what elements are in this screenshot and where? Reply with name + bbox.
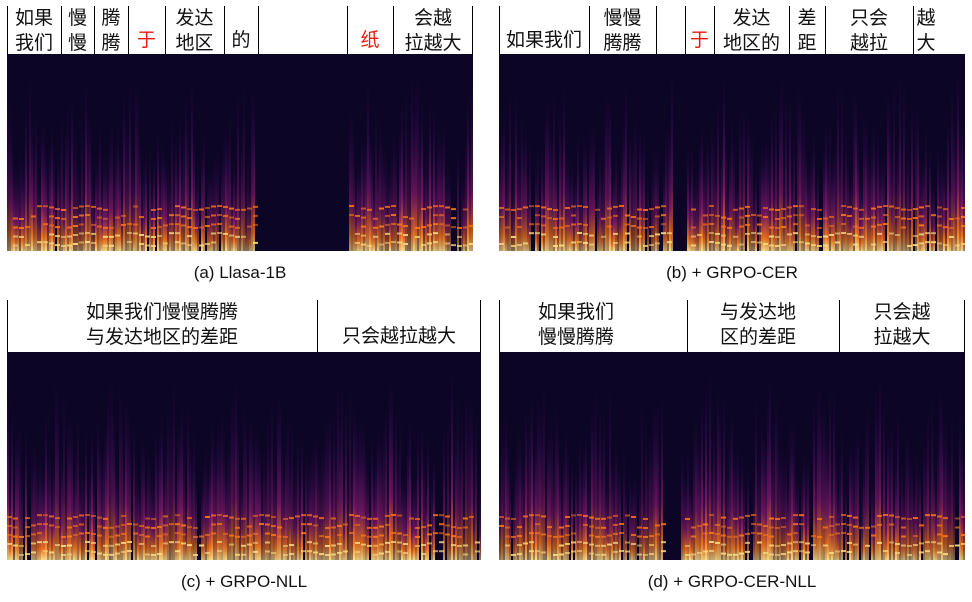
spectrogram-image-a bbox=[7, 54, 473, 251]
spectrogram-d bbox=[499, 352, 965, 560]
segment-boundary bbox=[94, 6, 96, 54]
caption-b: (b) + GRPO-CER bbox=[666, 263, 798, 282]
transcript-segment: 的 bbox=[224, 6, 258, 54]
transcript-segment bbox=[656, 6, 685, 54]
segment-boundary bbox=[61, 6, 63, 54]
segment-text: 与发达地 区的差距 bbox=[719, 301, 796, 348]
segment-text: 发达 地区 bbox=[175, 7, 214, 54]
transcript-segment: 越 大 bbox=[913, 6, 939, 54]
segment-boundary bbox=[471, 6, 473, 54]
segment-text: 只会越拉越大 bbox=[341, 325, 456, 347]
transcript-segment: 于 bbox=[685, 6, 714, 54]
segment-text: 越 大 bbox=[916, 7, 936, 54]
segment-text: 差 距 bbox=[797, 7, 817, 54]
caption-c: (c) + GRPO-NLL bbox=[180, 572, 308, 591]
segment-boundary bbox=[839, 300, 841, 352]
segment-boundary bbox=[393, 6, 395, 54]
transcript-segment: 腾 腾 bbox=[94, 6, 128, 54]
transcript-segment: 发达 地区的 bbox=[714, 6, 789, 54]
transcript-row-a: 如果 我们慢 慢腾 腾于发达 地区的 纸 会越 拉越大 bbox=[7, 6, 473, 54]
segment-boundary bbox=[224, 6, 226, 54]
transcript-row-c: 如果我们慢慢腾腾 与发达地区的差距只会越拉越大 bbox=[7, 300, 481, 352]
segment-boundary bbox=[317, 300, 319, 352]
spectrogram-image-d bbox=[499, 352, 965, 560]
segment-boundary bbox=[685, 6, 687, 54]
segment-boundary bbox=[687, 300, 689, 352]
transcript-segment: 只会 越拉 bbox=[825, 6, 913, 54]
segment-boundary bbox=[589, 6, 591, 54]
spectrogram-image-c bbox=[7, 352, 481, 560]
transcript-segment: 会越 拉越大 bbox=[393, 6, 473, 54]
segment-text: 会越 拉越大 bbox=[404, 7, 462, 54]
segment-text: 如果我们 慢慢腾腾 bbox=[537, 301, 614, 348]
transcript-segment: 于 bbox=[128, 6, 165, 54]
caption-d: (d) + GRPO-CER-NLL bbox=[647, 572, 817, 591]
segment-boundary bbox=[347, 6, 349, 54]
segment-text: 的 bbox=[231, 29, 251, 51]
spectrogram-b bbox=[499, 54, 965, 251]
transcript-segment: 发达 地区 bbox=[165, 6, 224, 54]
segment-text: 如果我们 bbox=[505, 29, 582, 51]
spectrogram-a bbox=[7, 54, 473, 251]
segment-text: 慢 慢 bbox=[67, 7, 87, 54]
segment-boundary bbox=[499, 6, 501, 54]
transcript-segment: 如果我们慢慢腾腾 与发达地区的差距 bbox=[7, 300, 317, 352]
segment-boundary bbox=[7, 6, 9, 54]
transcript-segment: 差 距 bbox=[789, 6, 825, 54]
segment-text: 于 bbox=[689, 29, 709, 51]
transcript-segment: 慢慢 腾腾 bbox=[589, 6, 656, 54]
transcript-segment: 只会越拉越大 bbox=[317, 300, 481, 352]
transcript-segment: 如果 我们 bbox=[7, 6, 61, 54]
segment-text: 纸 bbox=[360, 29, 380, 51]
segment-text: 只会越 拉越大 bbox=[873, 301, 931, 348]
segment-boundary bbox=[656, 6, 658, 54]
transcript-segment: 如果我们 慢慢腾腾 bbox=[499, 300, 653, 352]
segment-boundary bbox=[258, 6, 260, 54]
segment-text: 如果我们慢慢腾腾 与发达地区的差距 bbox=[85, 301, 238, 348]
spectrogram-c bbox=[7, 352, 481, 560]
segment-text: 如果 我们 bbox=[14, 7, 53, 54]
transcript-segment: 如果我们 bbox=[499, 6, 589, 54]
transcript-segment: 慢 慢 bbox=[61, 6, 94, 54]
segment-boundary bbox=[165, 6, 167, 54]
spectrogram-image-b bbox=[499, 54, 965, 251]
segment-boundary bbox=[479, 300, 481, 352]
segment-text: 慢慢 腾腾 bbox=[603, 7, 642, 54]
segment-text: 发达 地区的 bbox=[722, 7, 780, 54]
segment-boundary bbox=[825, 6, 827, 54]
transcript-segment: 与发达地 区的差距 bbox=[687, 300, 829, 352]
segment-text: 只会 越拉 bbox=[849, 7, 888, 54]
transcript-segment: 只会越 拉越大 bbox=[839, 300, 965, 352]
segment-boundary bbox=[7, 300, 9, 352]
caption-a: (a) Llasa-1B bbox=[193, 263, 287, 282]
transcript-segment bbox=[258, 6, 347, 54]
segment-boundary bbox=[789, 6, 791, 54]
segment-text: 于 bbox=[136, 29, 156, 51]
segment-boundary bbox=[963, 300, 965, 352]
transcript-row-b: 如果我们 慢慢 腾腾 于发达 地区的差 距 只会 越拉 越 大 bbox=[499, 6, 965, 54]
transcript-row-d: 如果我们 慢慢腾腾 与发达地 区的差距 只会越 拉越大 bbox=[499, 300, 965, 352]
segment-boundary bbox=[913, 6, 915, 54]
segment-boundary bbox=[714, 6, 716, 54]
segment-text: 腾 腾 bbox=[101, 7, 121, 54]
segment-boundary bbox=[128, 6, 130, 54]
segment-boundary bbox=[499, 300, 501, 352]
transcript-segment: 纸 bbox=[347, 6, 393, 54]
